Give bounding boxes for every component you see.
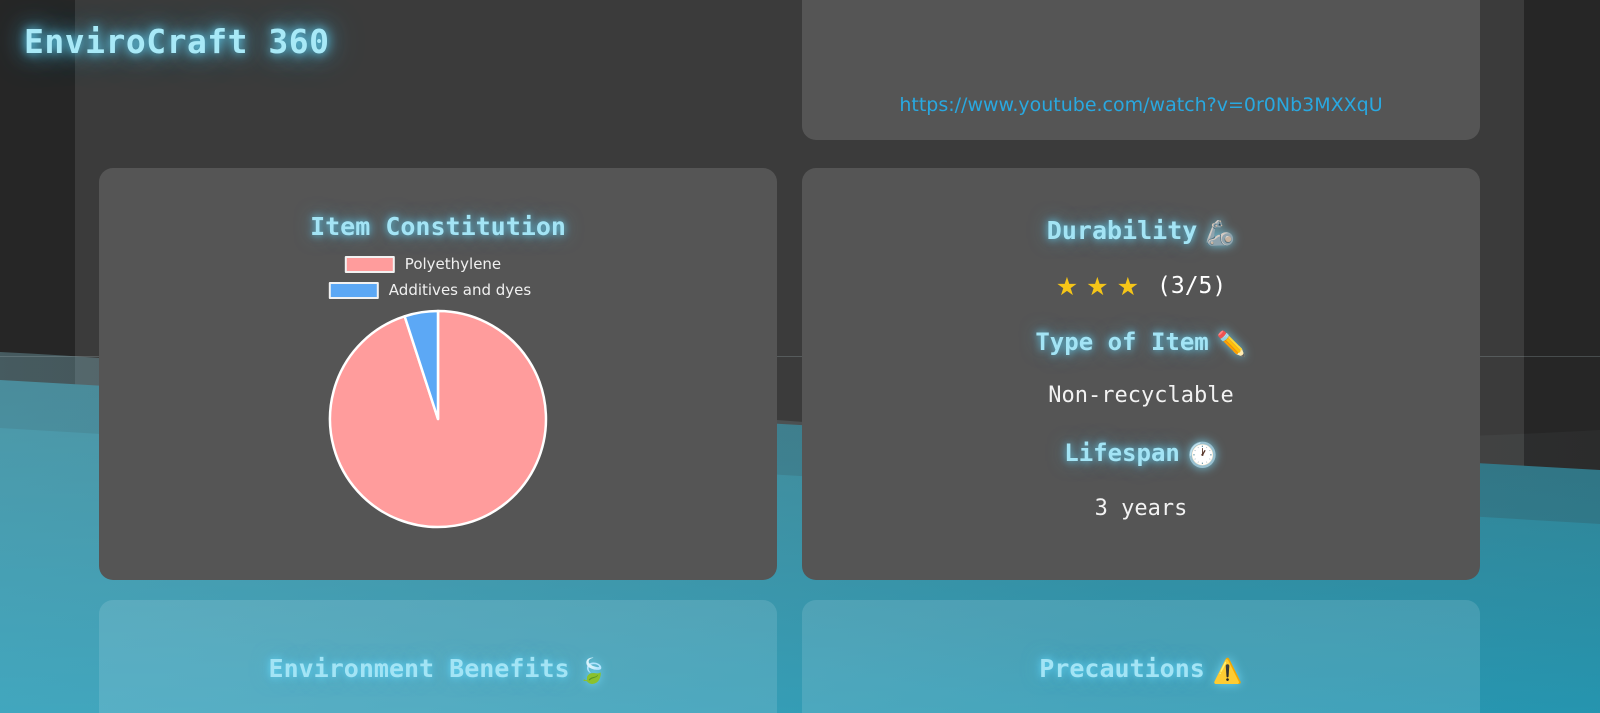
pie-svg [328, 309, 548, 529]
legend-swatch-polyethylene [344, 255, 395, 273]
constitution-pie-chart: Polyethylene Additives and dyes [158, 255, 718, 555]
video-url-text[interactable]: https://www.youtube.com/watch?v=0r0Nb3MX… [899, 94, 1383, 116]
environment-benefits-card: Environment Benefits 🍃 [99, 600, 777, 713]
type-of-item-label: Type of Item ✏️ [802, 328, 1480, 358]
item-constitution-card: Item Constitution Polyethylene Additives… [99, 168, 777, 580]
precautions-title-text: Precautions [1039, 654, 1205, 683]
lifespan-label: Lifespan 🕐 [802, 439, 1480, 469]
legend-label-additives: Additives and dyes [388, 281, 532, 299]
durability-title-text: Durability [1046, 216, 1198, 245]
lifespan-label-text: Lifespan [1064, 439, 1180, 467]
background-rail-left [0, 0, 76, 713]
legend-label-polyethylene: Polyethylene [404, 255, 502, 273]
durability-title: Durability 🦾 [802, 216, 1480, 247]
legend-swatch-additives [328, 281, 379, 299]
precautions-title: Precautions ⚠️ [802, 654, 1480, 685]
type-of-item-value: Non-recyclable [1048, 383, 1234, 408]
mechanical-arm-icon: 🦾 [1205, 219, 1236, 247]
environment-benefits-title-text: Environment Benefits [268, 654, 570, 683]
background-rail-right [1524, 0, 1600, 713]
clock-icon: 🕐 [1187, 441, 1218, 469]
pencil-icon: ✏️ [1216, 330, 1247, 358]
rating-value-text: (3/5) [1157, 273, 1227, 299]
star-icon: ★ [1055, 271, 1079, 301]
leaf-icon: 🍃 [577, 657, 608, 685]
item-constitution-title: Item Constitution [310, 212, 566, 241]
precautions-card: Precautions ⚠️ [802, 600, 1480, 713]
star-icon: ★ [1086, 271, 1109, 301]
environment-benefits-title: Environment Benefits 🍃 [99, 654, 777, 685]
video-url-card: https://www.youtube.com/watch?v=0r0Nb3MX… [802, 0, 1480, 140]
warning-icon: ⚠️ [1212, 657, 1243, 685]
legend-item-polyethylene: Polyethylene [344, 255, 531, 273]
lifespan-value: 3 years [1094, 496, 1188, 521]
durability-card: Durability 🦾 ★ ★ ★ (3/5) Type of Item ✏️ N… [802, 168, 1480, 580]
app-title: EnviroCraft 360 [24, 22, 330, 61]
star-icon: ★ [1116, 271, 1139, 301]
type-of-item-label-text: Type of Item [1035, 328, 1209, 356]
pie-legend: Polyethylene Additives and dyes [328, 255, 531, 299]
legend-item-additives: Additives and dyes [328, 281, 532, 299]
durability-rating: ★ ★ ★ (3/5) [802, 273, 1480, 299]
